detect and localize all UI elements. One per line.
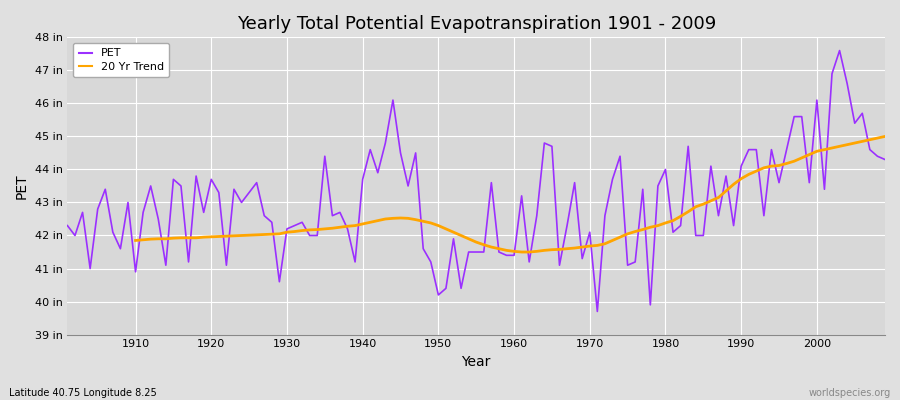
Text: Latitude 40.75 Longitude 8.25: Latitude 40.75 Longitude 8.25 xyxy=(9,388,157,398)
Title: Yearly Total Potential Evapotranspiration 1901 - 2009: Yearly Total Potential Evapotranspiratio… xyxy=(237,15,716,33)
Y-axis label: PET: PET xyxy=(15,173,29,199)
Legend: PET, 20 Yr Trend: PET, 20 Yr Trend xyxy=(73,43,169,77)
X-axis label: Year: Year xyxy=(462,355,490,369)
Text: worldspecies.org: worldspecies.org xyxy=(809,388,891,398)
